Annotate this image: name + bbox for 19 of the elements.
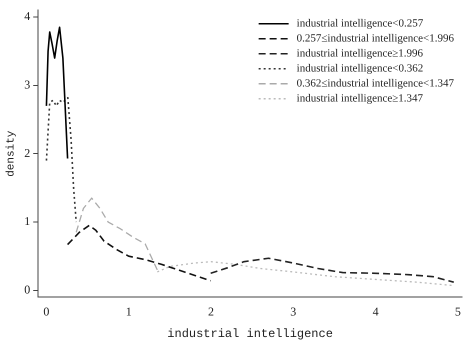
x-tick-label: 2	[208, 304, 214, 319]
x-tick-label: 1	[126, 304, 132, 319]
y-axis-title: density	[6, 130, 18, 177]
x-tick-label: 5	[454, 304, 461, 319]
legend-label: industrial intelligence<0.362	[296, 62, 424, 75]
legend-label: 0.257≤industrial intelligence<1.996	[296, 32, 454, 45]
x-axis-title: industrial intelligence	[167, 326, 333, 341]
y-tick-label: 4	[24, 9, 30, 24]
legend-label: industrial intelligence<0.257	[296, 18, 424, 30]
legend-label: 0.362≤industrial intelligence<1.347	[296, 78, 454, 90]
legend-label: industrial intelligence≥1.996	[296, 48, 424, 60]
y-tick-label: 2	[24, 146, 30, 160]
legend-label: industrial intelligence≥1.347	[296, 92, 424, 105]
x-tick-label: 4	[372, 304, 379, 319]
x-tick-label: 0	[43, 304, 50, 319]
y-tick-label: 3	[24, 78, 30, 92]
x-tick-label: 3	[290, 304, 296, 319]
y-tick-label: 1	[24, 214, 30, 228]
y-tick-label: 0	[24, 282, 30, 297]
